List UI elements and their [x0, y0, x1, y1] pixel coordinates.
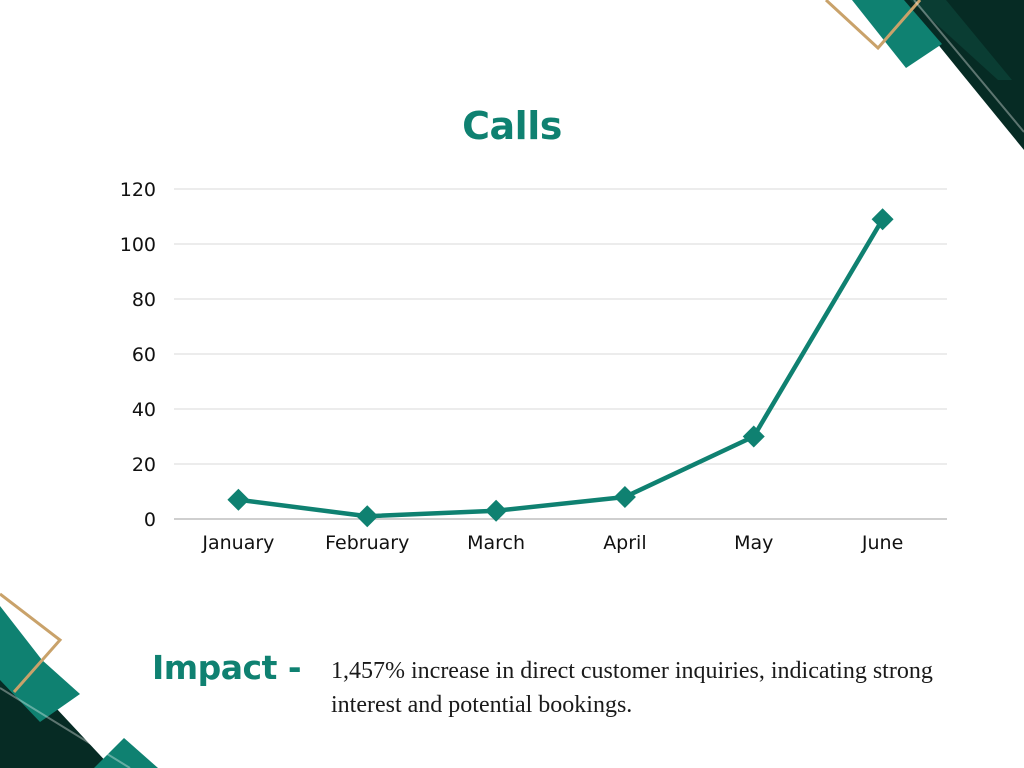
- y-tick-label: 80: [132, 289, 156, 311]
- data-point-marker: [227, 488, 250, 511]
- y-tick-label: 60: [132, 344, 156, 366]
- x-tick-label: May: [734, 532, 773, 554]
- chart-title: Calls: [462, 104, 562, 148]
- line-chart: 0 20 40 60 80 100 120 January February March Apri…: [120, 179, 947, 554]
- data-point-marker: [356, 505, 379, 528]
- data-point-marker: [742, 425, 765, 448]
- data-point-marker: [485, 499, 508, 522]
- y-tick-label: 100: [120, 234, 156, 256]
- y-tick-label: 120: [120, 179, 156, 201]
- y-tick-label: 20: [132, 454, 156, 476]
- x-tick-label: June: [861, 532, 903, 554]
- x-tick-label: January: [201, 532, 274, 554]
- data-point-marker: [613, 486, 636, 508]
- data-point-marker: [871, 208, 894, 231]
- y-axis-ticks: 0 20 40 60 80 100 120: [120, 179, 156, 531]
- x-tick-label: March: [467, 532, 525, 554]
- series-line: [236, 217, 885, 519]
- x-tick-label: April: [603, 532, 646, 554]
- y-tick-label: 40: [132, 399, 156, 421]
- impact-text: 1,457% increase in direct customer inqui…: [331, 658, 933, 718]
- impact-label: Impact -: [152, 648, 302, 687]
- x-tick-label: February: [325, 532, 409, 554]
- gridlines: [174, 188, 947, 520]
- y-tick-label: 0: [144, 509, 156, 531]
- corner-decoration-top: [824, 0, 1024, 150]
- x-axis-ticks: January February March April May June: [201, 532, 903, 554]
- series-calls: [227, 208, 894, 528]
- corner-decoration-bottom: [0, 592, 158, 768]
